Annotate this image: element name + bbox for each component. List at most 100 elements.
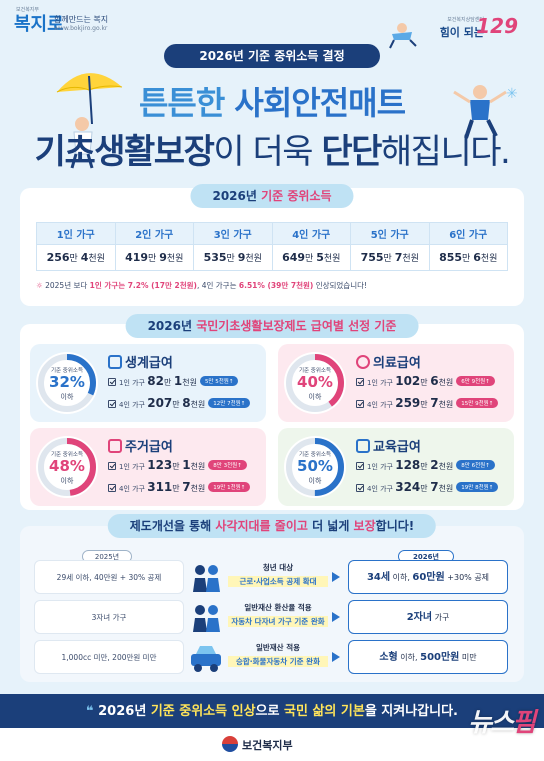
- change-title: 일반재산 환산율 적용: [244, 603, 312, 612]
- check-icon: [108, 484, 116, 492]
- table-header-cell: 5인 가구: [350, 222, 430, 245]
- amount-unit: 천원: [182, 378, 197, 387]
- gauge-ring: [286, 438, 344, 496]
- increase-badge: 19만 8천원↑: [456, 482, 499, 492]
- benefit-card: 기준 중위소득 50% 이하 교육급여 1인 가구 128만 2천원 8만 6천원↑ 4인 …: [278, 428, 514, 506]
- blindspot-title-e: 합니다!: [375, 519, 415, 533]
- cell-value: 5: [316, 251, 324, 264]
- median-income-table: 1인 가구 2인 가구 3인 가구 4인 가구 5인 가구 6인 가구 256만…: [36, 222, 508, 271]
- gauge: 기준 중위소득 48% 이하: [36, 436, 98, 498]
- emblem-icon: [222, 736, 238, 752]
- amount-unit: 천원: [438, 462, 454, 471]
- benefit-card: 기준 중위소득 32% 이하 생계급여 1인 가구 82만 1천원 5만 5천원↑ 4인 가…: [30, 344, 266, 422]
- gauge-label: 기준 중위소득: [298, 452, 332, 458]
- card-title: 교육급여: [356, 436, 421, 455]
- criteria-title: 2026년 국민기초생활보장제도 급여별 선정 기준: [125, 314, 419, 338]
- new-criterion: 2자녀 가구: [348, 600, 508, 634]
- headline-2b: 이 더욱: [213, 132, 322, 172]
- card-title-text: 생계급여: [125, 356, 173, 371]
- note-text: 2025년 보다: [45, 281, 90, 290]
- table-cell: 755만 7천원: [350, 244, 430, 271]
- blindspot-title: 제도개선을 통해 사각지대를 줄이고 더 넓게 보장합니다!: [107, 514, 437, 538]
- amount-unit: 만: [172, 400, 183, 409]
- cell-unit: 만: [148, 254, 160, 264]
- gauge-under: 이하: [60, 393, 74, 401]
- person-icon: [108, 355, 122, 369]
- table-cell: 649만 5천원: [271, 244, 351, 271]
- gauge-under: 이하: [308, 393, 322, 401]
- check-icon: [356, 484, 364, 492]
- check-icon: [356, 462, 364, 470]
- bokjiro-logo: 보건복지부 복지로 함께만드는 복지 www.bokjiro.go.kr: [14, 7, 134, 44]
- new-value: 34세: [366, 572, 391, 583]
- change-title: 청년 대상: [262, 563, 294, 572]
- amount-value: 102: [395, 374, 421, 388]
- amount-unit: 천원: [438, 378, 454, 387]
- cell-unit: 천원: [480, 254, 498, 264]
- table-header-cell: 1인 가구: [36, 222, 116, 245]
- amount-unit: 만: [172, 484, 183, 493]
- gauge-under: 이하: [308, 477, 322, 485]
- amount-unit: 만: [172, 462, 183, 471]
- card-line: 4인 가구 311만 7천원 19만 1천원↑: [108, 480, 251, 494]
- old-criterion: 29세 이하, 40만원 + 30% 공제: [34, 560, 184, 594]
- jumping-person-illustration: ✳: [453, 85, 518, 139]
- amount-unit: 천원: [190, 400, 206, 409]
- amount-unit: 만: [420, 462, 431, 471]
- table-cell: 535만 9천원: [193, 244, 273, 271]
- slogan-c: 으로: [255, 704, 284, 719]
- arrow-right-icon: [332, 612, 340, 622]
- change-description: 일반재산 적용 승합·화물자동차 기준 완화: [228, 642, 328, 667]
- cell-unit: 만: [226, 254, 238, 264]
- blindspot-title-d: 보장: [353, 519, 376, 533]
- household-label: 4인 가구: [119, 401, 148, 409]
- call-center-number: 129: [476, 14, 518, 38]
- table-header-row: 1인 가구 2인 가구 3인 가구 4인 가구 5인 가구 6인 가구: [36, 222, 508, 245]
- note-text: , 4인 가구는: [196, 281, 239, 290]
- slogan-a: 2026년: [98, 704, 151, 719]
- increase-badge: 8만 6천원↑: [456, 460, 495, 470]
- amount-unit: 만: [420, 400, 431, 409]
- card-line: 1인 가구 102만 6천원 6만 9천원↑: [356, 374, 495, 388]
- watermark-b: 핌: [512, 708, 536, 738]
- gauge: 기준 중위소득 32% 이하: [36, 352, 98, 414]
- lightbulb-icon: ☼: [36, 281, 46, 290]
- card-title: 의료급여: [356, 352, 421, 371]
- top-pill-title: 2026년 기준 중위소득 결정: [164, 44, 380, 68]
- amount-value: 82: [147, 374, 164, 388]
- card-title-text: 교육급여: [373, 440, 421, 455]
- amount-value: 324: [395, 480, 421, 494]
- amount-unit: 만: [163, 378, 174, 387]
- headline-line-2: 기초생활보장이 더욱 단단해집니다.: [0, 124, 544, 173]
- gauge: 기준 중위소득 40% 이하: [284, 352, 346, 414]
- cell-value: 7: [394, 251, 403, 264]
- headline-1b: 사회안전매트: [234, 84, 406, 122]
- card-title: 생계급여: [108, 352, 173, 371]
- table-header-cell: 6인 가구: [428, 222, 508, 245]
- cell-value: 419: [125, 251, 149, 264]
- cell-unit: 천원: [245, 254, 262, 264]
- cell-value: 9: [237, 251, 246, 264]
- household-label: 1인 가구: [119, 379, 148, 387]
- change-description: 청년 대상 근로·사업소득 공제 확대: [228, 562, 328, 587]
- table-row: 256만 4천원 419만 9천원 535만 9천원 649만 5천원 755만…: [36, 244, 508, 271]
- card-title-text: 주거급여: [125, 440, 173, 455]
- headline-1a: 튼튼한: [138, 84, 235, 122]
- old-criterion: 1,000cc 미만, 200만원 미만: [34, 640, 184, 674]
- headline-2d: 해집니다.: [380, 132, 511, 172]
- cell-value: 855: [439, 251, 463, 264]
- amount-unit: 천원: [438, 484, 454, 493]
- call-center-small-text: 보건복지상담센터: [447, 17, 484, 23]
- increase-badge: 15만 9천원↑: [456, 398, 499, 408]
- new-value: 소형: [379, 652, 398, 663]
- ministry-logo: 보건복지부: [222, 734, 342, 754]
- household-label: 1인 가구: [367, 463, 396, 471]
- amount-value: 1: [182, 458, 191, 472]
- median-income-title-a: 2026년: [212, 189, 262, 203]
- card-line: 4인 가구 207만 8천원 12만 7천원↑: [108, 396, 251, 410]
- logo-small-text: 보건복지부: [16, 7, 40, 13]
- median-income-title: 2026년 기준 중위소득: [190, 184, 354, 208]
- new-criterion: 소형 이하, 500만원 미만: [348, 640, 508, 674]
- youth-people-icon: [193, 565, 220, 592]
- amount-value: 2: [430, 458, 439, 472]
